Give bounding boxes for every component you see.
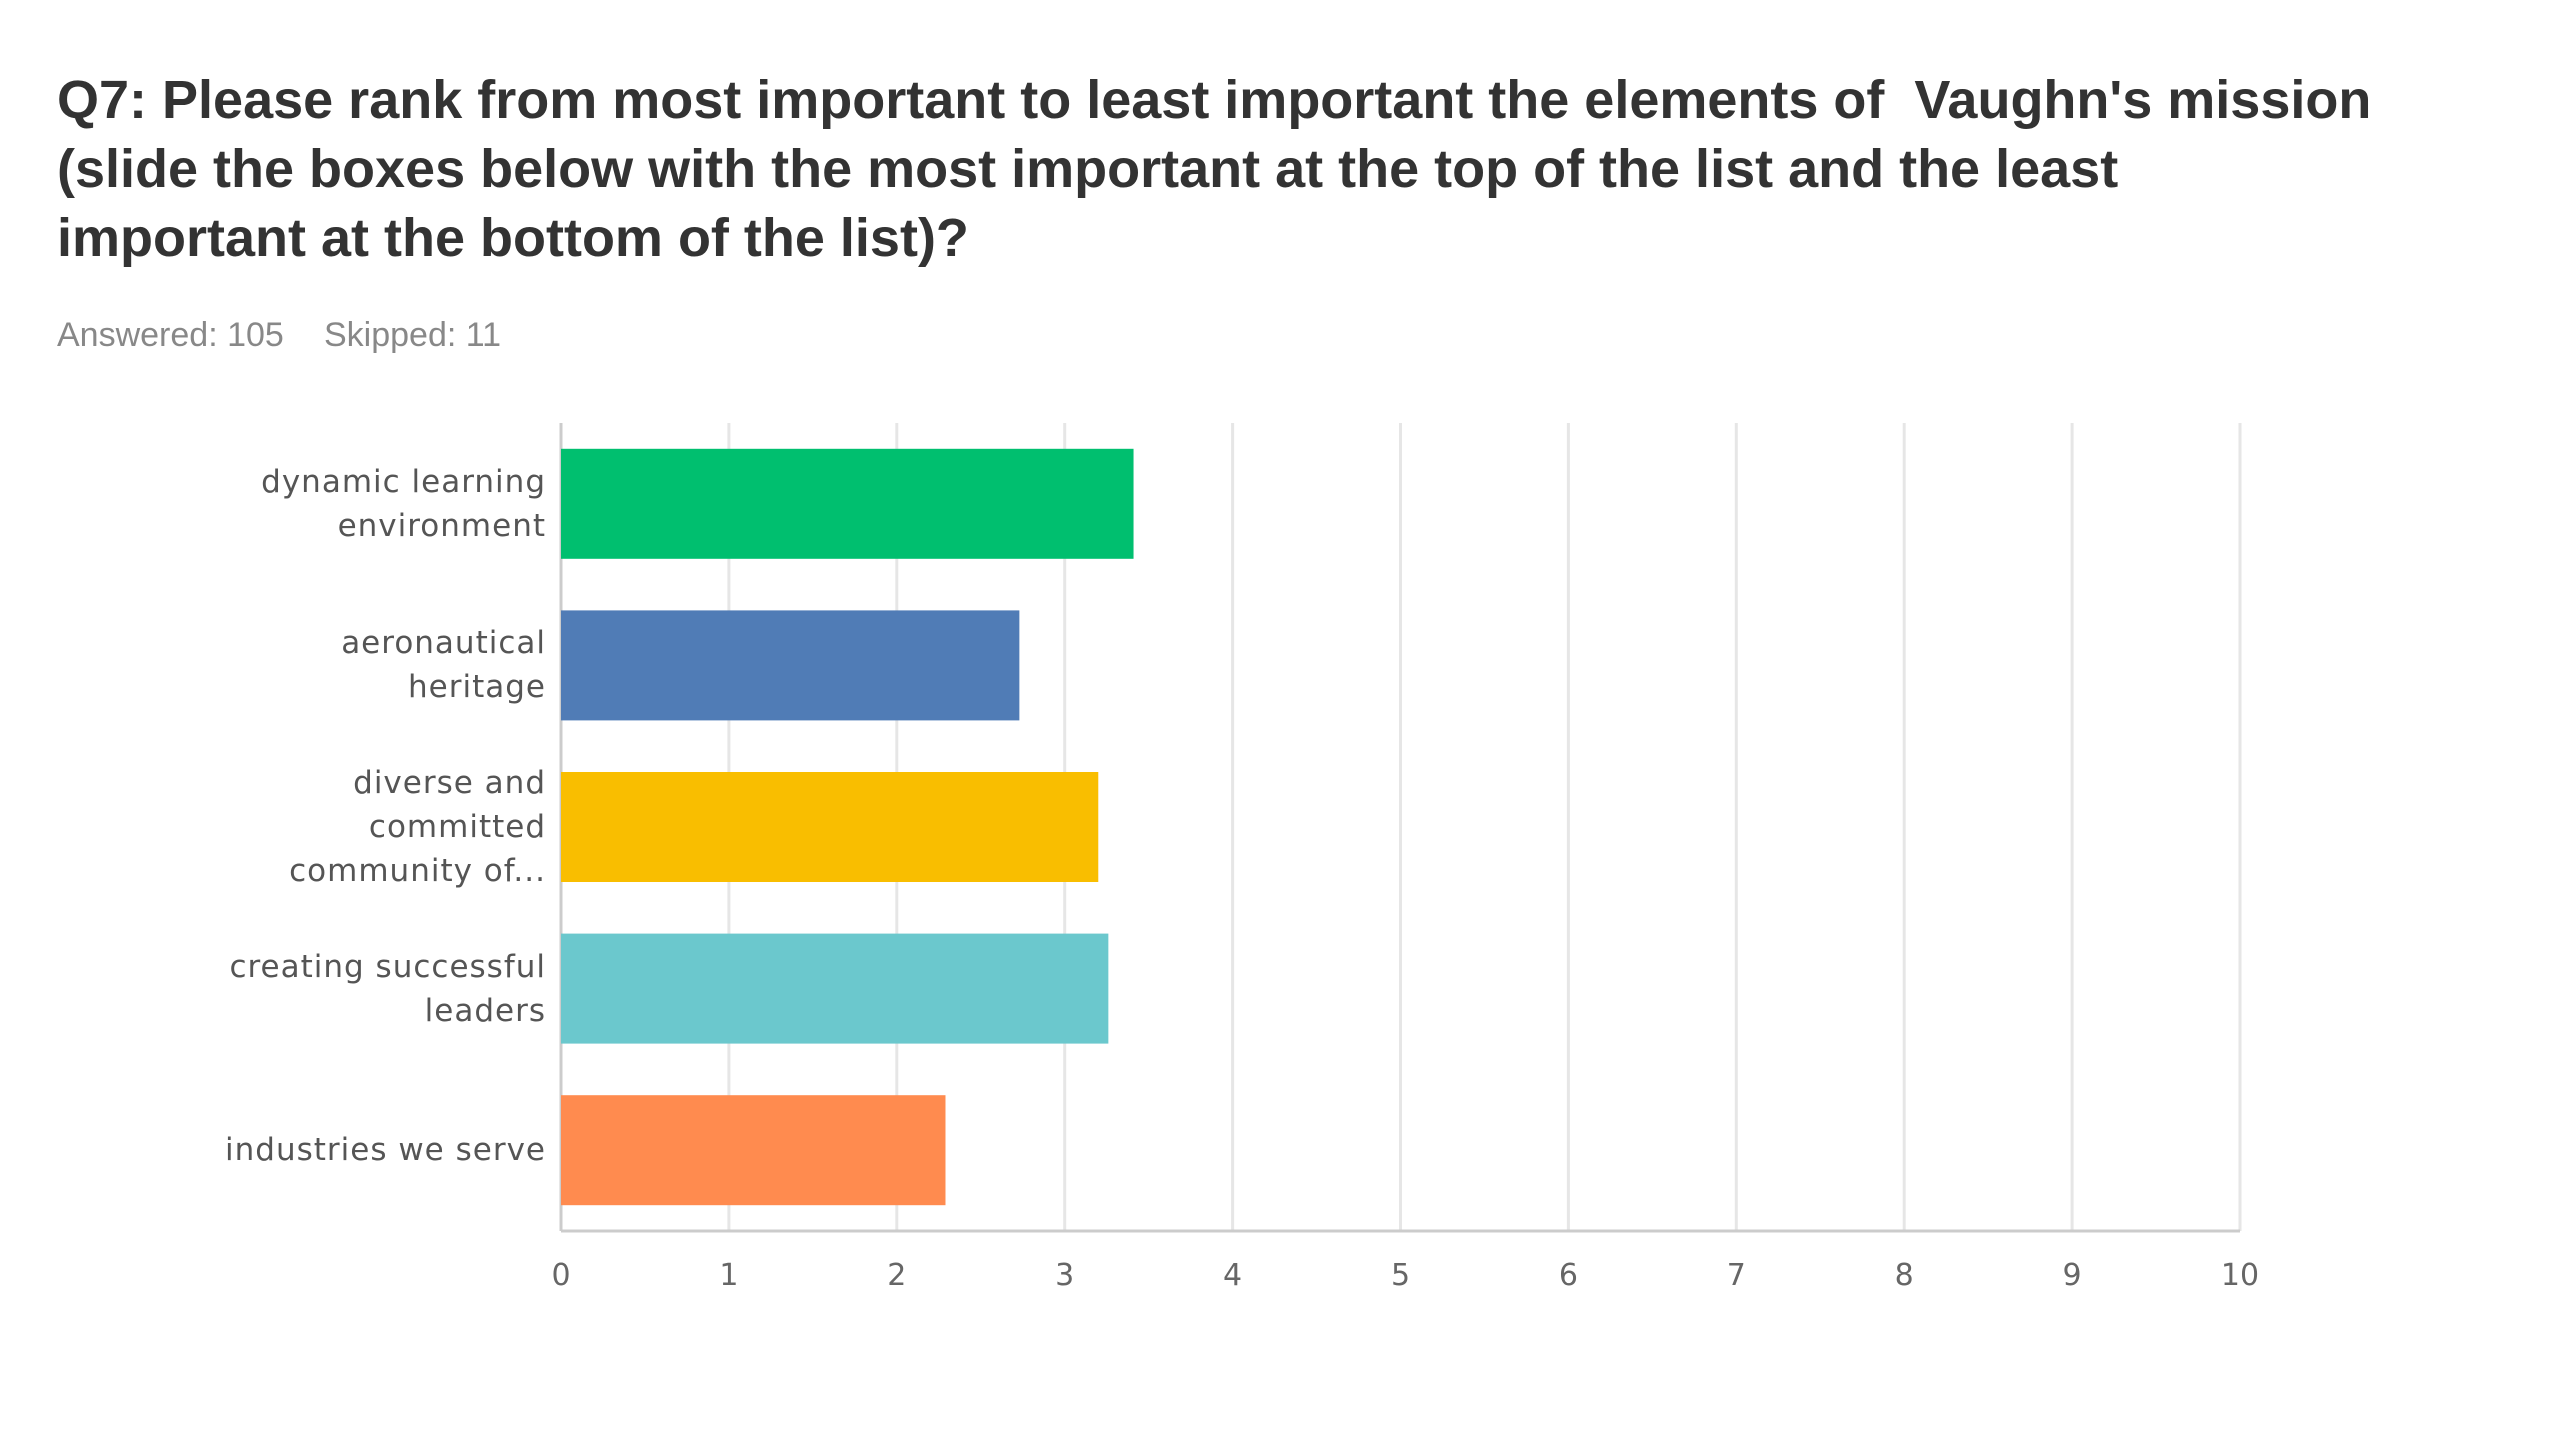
category-label: industries we serve xyxy=(225,1132,546,1169)
x-tick-label: 10 xyxy=(2221,1258,2259,1293)
category-label: aeronautical heritage xyxy=(341,625,546,706)
x-tick-label: 8 xyxy=(1895,1258,1914,1293)
x-tick-label: 2 xyxy=(887,1258,906,1293)
x-tick-label: 4 xyxy=(1223,1258,1242,1293)
bar xyxy=(561,1095,946,1206)
category-label: dynamic learning environment xyxy=(261,463,546,544)
bar xyxy=(561,448,1134,559)
category-label: creating successful leaders xyxy=(229,948,546,1029)
category-label: diverse and committed community of... xyxy=(289,765,546,889)
bar xyxy=(561,610,1020,721)
skipped-count: Skipped: 11 xyxy=(324,316,502,354)
x-tick-label: 0 xyxy=(551,1258,570,1293)
bar xyxy=(561,933,1109,1044)
answered-count: Answered: 105 xyxy=(57,316,284,354)
x-tick-label: 5 xyxy=(1391,1258,1410,1293)
x-tick-label: 9 xyxy=(2063,1258,2082,1293)
x-tick-label: 7 xyxy=(1727,1258,1746,1293)
x-tick-label: 6 xyxy=(1559,1258,1578,1293)
bar xyxy=(561,772,1099,882)
x-tick-label: 3 xyxy=(1055,1258,1074,1293)
x-tick-label: 1 xyxy=(719,1258,738,1293)
question-title: Q7: Please rank from most important to l… xyxy=(57,70,2387,268)
